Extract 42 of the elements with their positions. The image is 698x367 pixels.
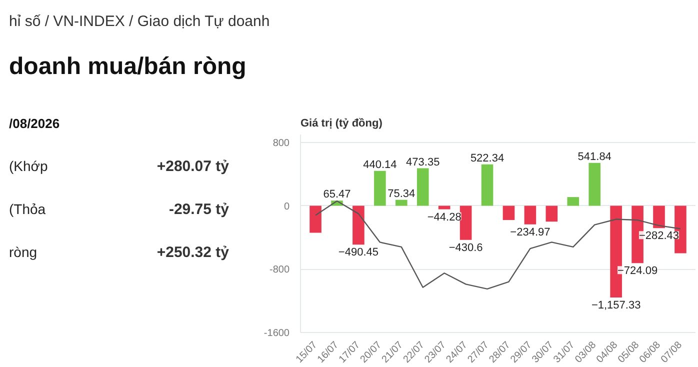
y-tick-label: 0 [284, 201, 290, 212]
bar [588, 162, 601, 206]
bar [460, 206, 472, 240]
data-label: −724.09 [618, 265, 658, 278]
bar [310, 206, 322, 233]
bar [352, 206, 364, 245]
bar [438, 206, 450, 210]
text: /08/2026 [9, 115, 61, 133]
text: +280.07 tỷ [156, 156, 229, 177]
text: ròng [9, 243, 38, 262]
data-label: −44.28 [427, 211, 462, 224]
text: -29.75 tỷ [168, 200, 229, 220]
data-label: 473.35 [406, 156, 440, 168]
text: doanh mua/bán ròng [9, 52, 248, 82]
bar [502, 206, 515, 220]
bar [416, 168, 429, 206]
bar [481, 164, 494, 206]
bar [653, 206, 665, 228]
text: hỉ số / VN-INDEX / Giao dịch Tự doanh [9, 12, 270, 32]
text: (Thỏa [9, 200, 46, 219]
bar [395, 200, 408, 206]
data-label: −430.6 [448, 242, 483, 254]
data-label: 522.34 [470, 152, 504, 164]
y-axis-title: Giá trị (tỷ đồng) [300, 118, 383, 130]
bar [374, 170, 386, 206]
bar [546, 206, 558, 222]
data-label: −1,157.33 [591, 299, 641, 312]
line-series [314, 200, 682, 290]
y-tick-label: 800 [272, 138, 290, 149]
bar [524, 206, 536, 224]
data-label: −234.97 [510, 226, 550, 238]
data-label: 541.84 [578, 150, 612, 163]
bar [567, 197, 580, 206]
y-tick-label: -1600 [264, 328, 290, 339]
data-label: 65.47 [323, 188, 351, 201]
text: (Khớp [9, 156, 48, 176]
data-label: −282.43 [638, 230, 680, 242]
y-tick-label: -800 [269, 264, 290, 276]
data-label: 440.14 [363, 158, 397, 171]
data-label: 75.34 [388, 188, 416, 200]
text: +250.32 tỷ [156, 243, 229, 264]
data-label: −490.45 [338, 246, 379, 259]
